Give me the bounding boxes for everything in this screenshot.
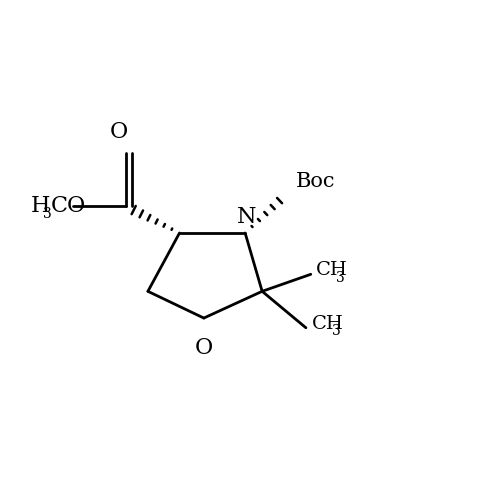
- Text: N: N: [237, 206, 256, 228]
- Text: CH: CH: [312, 315, 344, 333]
- Text: 3: 3: [332, 324, 341, 338]
- Text: O: O: [110, 121, 128, 143]
- Text: CO: CO: [50, 195, 86, 217]
- Text: H: H: [31, 195, 51, 217]
- Text: Boc: Boc: [296, 172, 336, 192]
- Text: 3: 3: [43, 206, 52, 220]
- Text: CH: CH: [316, 262, 348, 280]
- Text: 3: 3: [336, 270, 344, 284]
- Text: O: O: [194, 336, 213, 358]
